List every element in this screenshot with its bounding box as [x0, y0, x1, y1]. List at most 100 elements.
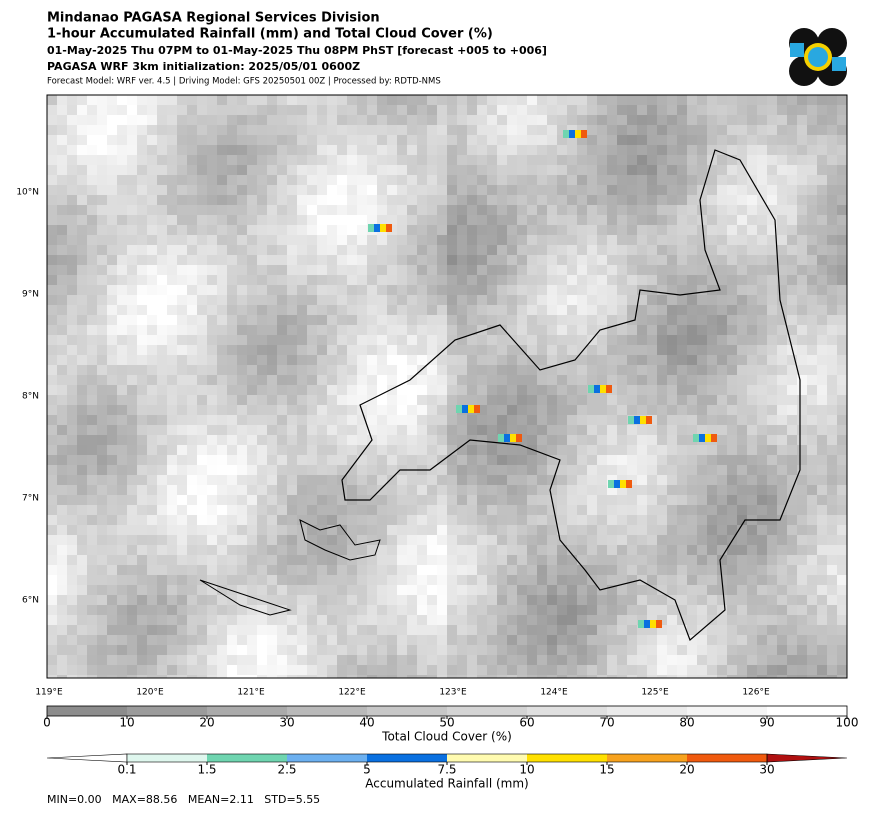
cloud-pixel [567, 295, 577, 305]
cloud-pixel [107, 245, 117, 255]
cloud-pixel [337, 635, 347, 645]
cloud-pixel [257, 655, 267, 665]
cloud-pixel [777, 615, 787, 625]
cloud-pixel [487, 125, 497, 135]
cloud-pixel [267, 225, 277, 235]
cloud-pixel [787, 665, 797, 675]
cloud-pixel [217, 405, 227, 415]
cloud-pixel [327, 405, 337, 415]
lon-label: 126°E [742, 688, 770, 698]
cloud-pixel [127, 595, 137, 605]
cloud-pixel [777, 235, 787, 245]
cloud-pixel [377, 575, 387, 585]
cloud-pixel [497, 635, 507, 645]
cloud-pixel [227, 565, 237, 575]
cloud-pixel [547, 635, 557, 645]
cloud-pixel [397, 505, 407, 515]
cloud-pixel [397, 475, 407, 485]
cloud-pixel [287, 395, 297, 405]
rain-cell [646, 416, 652, 424]
cloud-pixel [87, 565, 97, 575]
cloud-pixel [117, 365, 127, 375]
cloud-pixel [267, 315, 277, 325]
cloud-pixel [397, 525, 407, 535]
cloud-pixel [407, 415, 417, 425]
cloud-pixel [577, 145, 587, 155]
cloud-pixel [537, 205, 547, 215]
cloud-pixel [387, 285, 397, 295]
cloud-pixel [617, 615, 627, 625]
cloud-pixel [367, 555, 377, 565]
cloud-pixel [797, 435, 807, 445]
cloud-pixel [317, 655, 327, 665]
cloud-pixel [157, 605, 167, 615]
cloud-pixel [297, 235, 307, 245]
cloud-pixel [707, 95, 717, 105]
cloud-pixel [187, 305, 197, 315]
cloud-pixel [807, 115, 817, 125]
cloud-pixel [397, 225, 407, 235]
cloud-pixel [597, 495, 607, 505]
cloud-pixel [107, 395, 117, 405]
cloud-pixel [487, 465, 497, 475]
cloud-pixel [127, 325, 137, 335]
cloud-pixel [437, 315, 447, 325]
cloud-pixel [627, 345, 637, 355]
cloud-pixel [627, 565, 637, 575]
cloud-pixel [317, 535, 327, 545]
rain-cell [569, 130, 575, 138]
cloud-pixel [97, 175, 107, 185]
cloud-pixel [407, 215, 417, 225]
cloud-pixel [737, 295, 747, 305]
cloud-pixel [627, 605, 637, 615]
cloud-pixel [87, 455, 97, 465]
cloud-pixel [547, 315, 557, 325]
cloud-pixel [437, 665, 447, 675]
cloud-pixel [407, 205, 417, 215]
cloud-segment [127, 706, 207, 716]
cloud-pixel [177, 435, 187, 445]
cloud-pixel [707, 445, 717, 455]
cloud-pixel [347, 655, 357, 665]
cloud-pixel [667, 295, 677, 305]
cloud-pixel [87, 195, 97, 205]
cloud-pixel [717, 425, 727, 435]
cloud-pixel [587, 235, 597, 245]
cloud-pixel [297, 565, 307, 575]
cloud-pixel [637, 665, 647, 675]
cloud-pixel [327, 95, 337, 105]
cloud-pixel [447, 445, 457, 455]
cloud-pixel [417, 615, 427, 625]
cloud-pixel [657, 665, 667, 675]
cloud-pixel [657, 655, 667, 665]
cloud-pixel [187, 225, 197, 235]
cloud-pixel [677, 145, 687, 155]
cloud-pixel [157, 315, 167, 325]
cloud-pixel [717, 465, 727, 475]
cloud-pixel [677, 665, 687, 675]
cloud-pixel [647, 575, 657, 585]
cloud-pixel [577, 295, 587, 305]
cloud-pixel [667, 355, 677, 365]
cloud-pixel [647, 645, 657, 655]
cloud-pixel [637, 635, 647, 645]
cloud-pixel [277, 355, 287, 365]
cloud-pixel [817, 515, 827, 525]
cloud-pixel [217, 665, 227, 675]
cloud-pixel [807, 415, 817, 425]
cloud-pixel [437, 465, 447, 475]
cloud-pixel [717, 295, 727, 305]
cloud-pixel [527, 365, 537, 375]
cloud-pixel [747, 445, 757, 455]
cloud-pixel [617, 515, 627, 525]
cloud-pixel [687, 515, 697, 525]
cloud-pixel [637, 575, 647, 585]
cloud-pixel [157, 295, 167, 305]
cloud-pixel [267, 625, 277, 635]
cloud-pixel [627, 235, 637, 245]
cloud-pixel [207, 385, 217, 395]
cloud-pixel [257, 605, 267, 615]
cloud-pixel [347, 515, 357, 525]
cloud-pixel [647, 325, 657, 335]
cloud-pixel [477, 135, 487, 145]
